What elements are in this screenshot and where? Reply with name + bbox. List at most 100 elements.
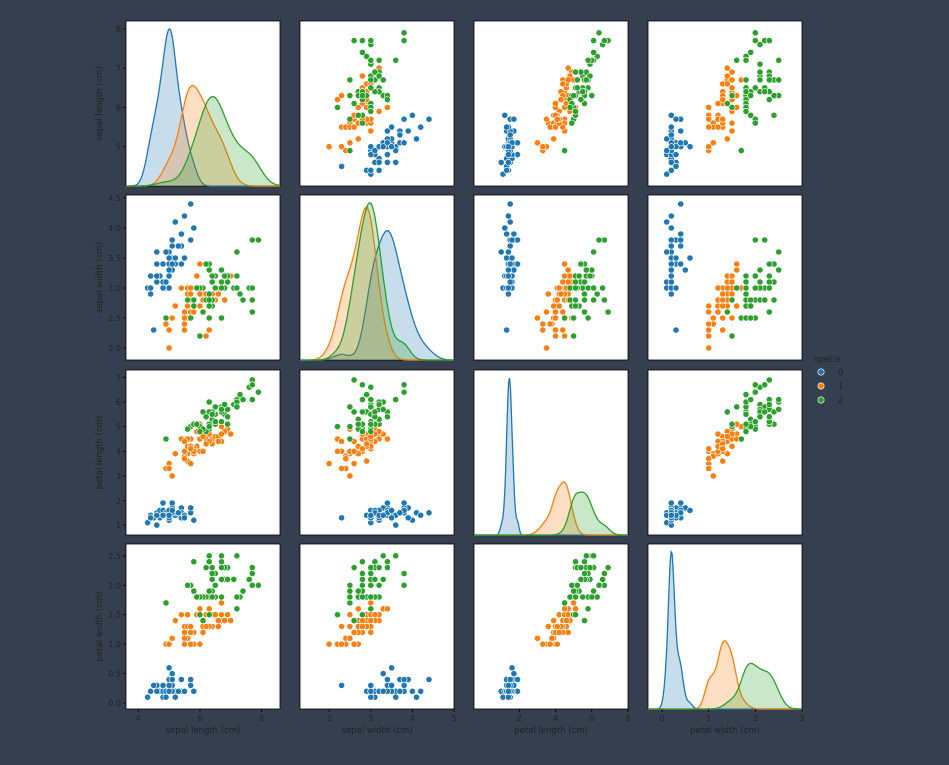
point-2: [218, 558, 225, 566]
legend-marker-2: [817, 396, 825, 404]
point-2: [190, 587, 198, 595]
point-2: [568, 119, 576, 127]
y-tick-label: 2.0: [108, 581, 121, 590]
point-2: [350, 100, 358, 107]
point-0: [159, 499, 167, 507]
point-2: [196, 428, 204, 435]
point-0: [187, 676, 195, 683]
point-2: [742, 428, 750, 435]
point-2: [775, 248, 783, 256]
point-2: [733, 56, 741, 64]
y-tick-label: 3.0: [108, 284, 121, 293]
y-axis-label: petal width (cm): [95, 592, 105, 662]
point-2: [379, 576, 387, 583]
point-2: [584, 314, 592, 322]
x-tick-label: 4: [553, 714, 558, 723]
point-1: [733, 260, 741, 268]
point-1: [550, 617, 558, 624]
point-0: [367, 682, 375, 689]
point-0: [400, 499, 408, 507]
point-2: [751, 119, 759, 127]
point-2: [400, 29, 408, 37]
point-1: [181, 447, 188, 455]
point-0: [181, 254, 188, 262]
point-2: [742, 410, 750, 418]
point-2: [590, 248, 597, 256]
point-2: [218, 418, 225, 426]
point-2: [383, 96, 391, 103]
point-2: [751, 29, 759, 37]
point-1: [719, 302, 727, 310]
point-2: [375, 564, 383, 571]
point-1: [165, 465, 173, 472]
point-2: [375, 401, 383, 408]
point-2: [202, 564, 210, 571]
point-0: [400, 115, 408, 123]
point-0: [667, 111, 675, 119]
point-0: [677, 242, 685, 250]
point-1: [543, 308, 550, 316]
point-0: [392, 693, 400, 701]
point-1: [544, 290, 552, 298]
point-2: [400, 37, 408, 44]
point-2: [224, 420, 231, 428]
point-0: [383, 151, 391, 158]
point-1: [367, 629, 375, 636]
point-2: [581, 558, 588, 566]
point-0: [400, 139, 408, 147]
point-1: [325, 460, 333, 467]
point-1: [358, 623, 366, 630]
panel-0-1: [299, 20, 455, 187]
point-2: [383, 413, 391, 421]
point-1: [202, 440, 210, 448]
point-2: [756, 41, 764, 48]
point-1: [705, 465, 713, 472]
point-2: [193, 284, 201, 292]
point-0: [392, 158, 400, 166]
point-2: [728, 296, 736, 304]
point-2: [728, 92, 736, 99]
point-2: [218, 552, 225, 560]
point-1: [539, 640, 547, 648]
point-2: [375, 581, 383, 589]
panel-2-2: [473, 369, 629, 536]
point-2: [236, 290, 244, 298]
point-1: [705, 308, 713, 316]
point-1: [728, 119, 736, 127]
x-tick-label: 8: [259, 714, 264, 723]
y-tick-label: 5: [116, 143, 121, 152]
point-1: [733, 302, 741, 310]
point-1: [705, 320, 713, 328]
point-0: [388, 664, 395, 672]
point-2: [367, 420, 375, 428]
panel-1-0: [125, 194, 281, 361]
point-2: [599, 576, 606, 583]
point-2: [765, 413, 773, 421]
point-1: [552, 314, 559, 322]
x-tick-label: 5: [451, 714, 456, 723]
point-2: [346, 92, 354, 99]
point-2: [233, 605, 241, 613]
point-2: [590, 296, 597, 304]
y-tick-label: 4.5: [108, 194, 121, 203]
point-2: [367, 564, 375, 571]
point-2: [742, 272, 750, 280]
point-0: [375, 158, 383, 166]
point-0: [677, 139, 685, 147]
point-1: [719, 445, 727, 453]
point-0: [388, 143, 395, 151]
point-2: [595, 236, 603, 244]
point-0: [667, 266, 675, 274]
point-0: [187, 682, 195, 689]
point-0: [506, 200, 514, 208]
point-2: [761, 88, 769, 96]
point-0: [503, 326, 510, 334]
point-2: [218, 576, 225, 583]
point-2: [346, 115, 354, 123]
y-axis-label: petal length (cm): [95, 416, 105, 490]
point-2: [593, 290, 601, 298]
point-2: [575, 272, 583, 280]
point-2: [570, 92, 577, 99]
point-0: [187, 504, 195, 512]
point-0: [338, 162, 345, 170]
